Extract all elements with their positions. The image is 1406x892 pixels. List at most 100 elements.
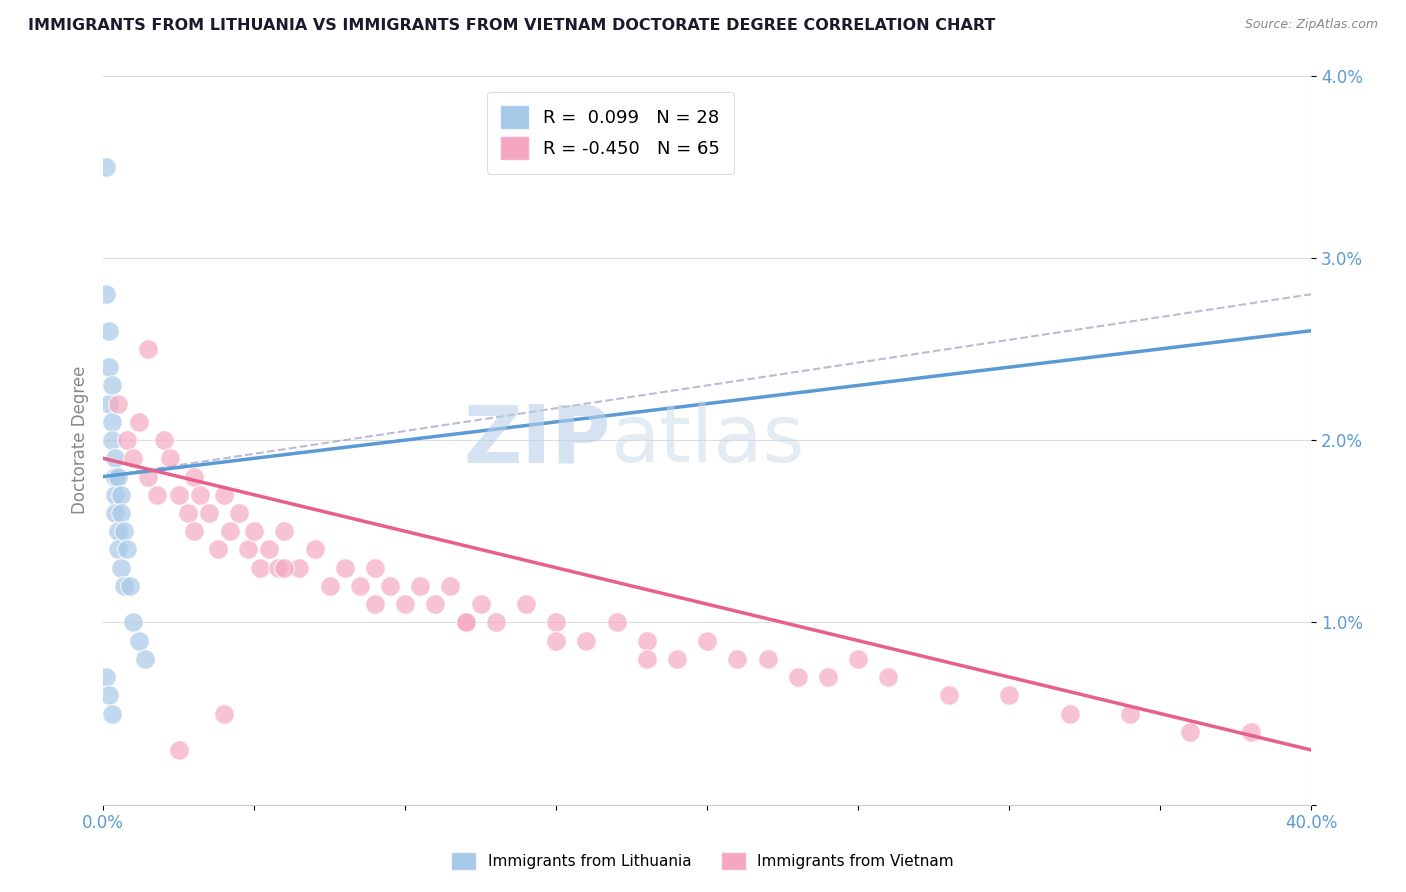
Point [98,360,121,375]
Point [288,560,311,574]
Point [152,433,174,447]
Point [167,743,190,757]
Point [207,542,229,557]
Point [159,451,181,466]
Point [94,160,117,174]
Point [107,524,129,539]
Point [665,652,688,666]
Point [606,615,628,630]
Point [257,542,280,557]
Point [1119,706,1142,721]
Point [188,488,211,502]
Point [249,560,271,574]
Point [696,633,718,648]
Point [1059,706,1081,721]
Point [243,524,266,539]
Point [546,615,568,630]
Point [167,488,190,502]
Point [267,560,290,574]
Point [786,670,808,684]
Point [575,633,598,648]
Point [219,524,242,539]
Y-axis label: Doctorate Degree: Doctorate Degree [72,366,89,515]
Point [236,542,259,557]
Point [122,451,145,466]
Point [101,433,124,447]
Point [364,597,387,611]
Point [183,469,205,483]
Point [1240,724,1263,739]
Point [636,633,658,648]
Point [817,670,839,684]
Point [546,633,568,648]
Point [146,488,169,502]
Point [98,688,121,702]
Point [846,652,869,666]
Point [128,415,150,429]
Point [112,524,135,539]
Point [101,378,124,392]
Point [94,670,117,684]
Point [128,633,150,648]
Point [198,506,221,520]
Point [454,615,477,630]
Point [515,597,537,611]
Point [104,488,127,502]
Point [183,524,205,539]
Point [273,524,295,539]
Point [98,324,121,338]
Text: IMMIGRANTS FROM LITHUANIA VS IMMIGRANTS FROM VIETNAM DOCTORATE DEGREE CORRELATIO: IMMIGRANTS FROM LITHUANIA VS IMMIGRANTS … [28,18,995,33]
Point [134,652,156,666]
Point [273,560,295,574]
Point [138,342,160,356]
Point [117,542,139,557]
Point [439,579,461,593]
Point [938,688,960,702]
Point [110,506,132,520]
Point [636,652,658,666]
Point [378,579,401,593]
Text: Source: ZipAtlas.com: Source: ZipAtlas.com [1244,18,1378,31]
Text: ZIP: ZIP [463,401,610,479]
Point [94,287,117,301]
Point [1180,724,1202,739]
Point [107,469,129,483]
Point [107,397,129,411]
Point [212,488,235,502]
Point [756,652,779,666]
Point [364,560,387,574]
Point [138,469,160,483]
Point [394,597,416,611]
Point [470,597,492,611]
Point [304,542,326,557]
Point [228,506,250,520]
Point [485,615,508,630]
Point [998,688,1021,702]
Point [110,560,132,574]
Point [318,579,340,593]
Point [176,506,198,520]
Point [877,670,900,684]
Point [107,542,129,557]
Point [212,706,235,721]
Point [112,579,135,593]
Point [98,397,121,411]
Point [120,579,142,593]
Point [101,415,124,429]
Point [725,652,748,666]
Point [117,433,139,447]
Point [122,615,145,630]
Point [104,451,127,466]
Point [349,579,371,593]
Legend: R =  0.099   N = 28, R = -0.450   N = 65: R = 0.099 N = 28, R = -0.450 N = 65 [486,92,734,174]
Point [333,560,356,574]
Point [101,706,124,721]
Point [409,579,432,593]
Text: atlas: atlas [610,401,804,479]
Point [110,488,132,502]
Legend: Immigrants from Lithuania, Immigrants from Vietnam: Immigrants from Lithuania, Immigrants fr… [446,847,960,875]
Point [425,597,447,611]
Point [104,506,127,520]
Point [104,469,127,483]
Point [454,615,477,630]
